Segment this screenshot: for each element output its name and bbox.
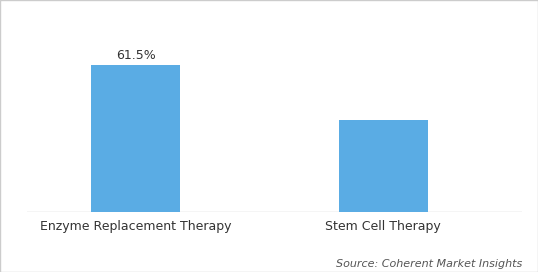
- Bar: [339, 120, 428, 212]
- Text: Source: Coherent Market Insights: Source: Coherent Market Insights: [336, 259, 522, 269]
- Text: 61.5%: 61.5%: [116, 49, 155, 62]
- Bar: [91, 65, 180, 212]
